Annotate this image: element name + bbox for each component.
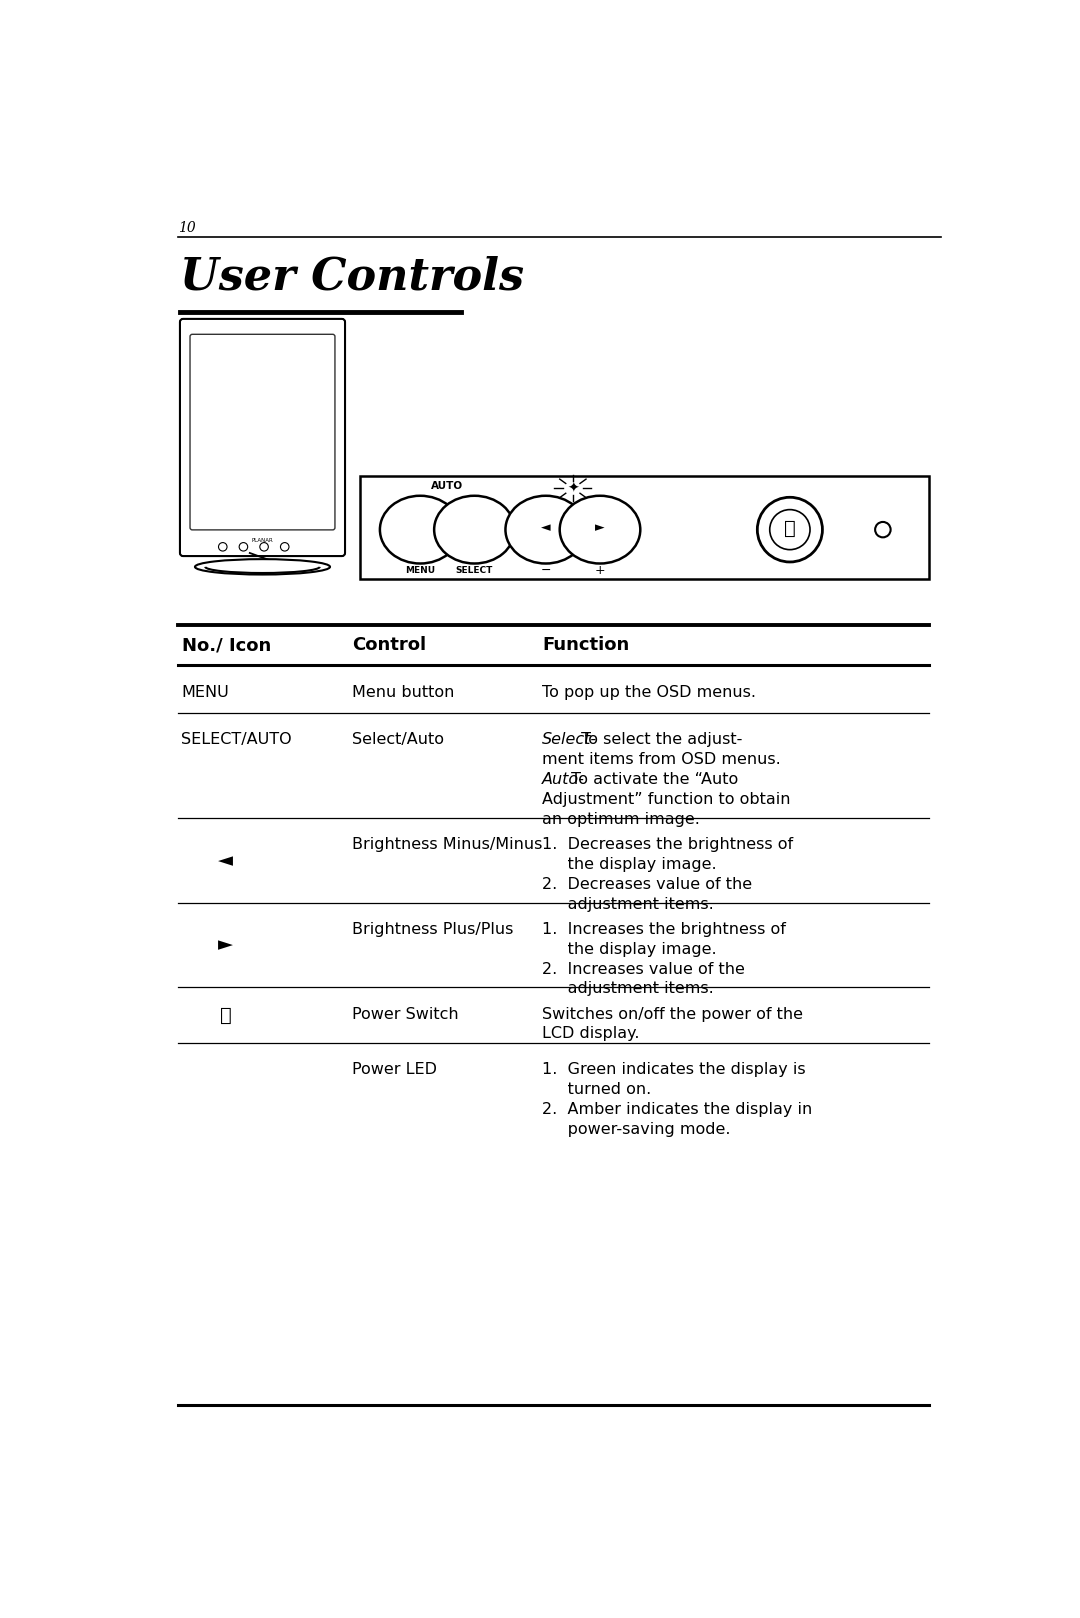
Text: No./ Icon: No./ Icon bbox=[181, 636, 271, 654]
Ellipse shape bbox=[195, 560, 330, 574]
Text: +: + bbox=[595, 565, 605, 578]
Text: To pop up the OSD menus.: To pop up the OSD menus. bbox=[542, 684, 756, 699]
Text: User Controls: User Controls bbox=[180, 256, 524, 299]
Text: ►: ► bbox=[595, 521, 605, 534]
Text: Brightness Minus/Minus: Brightness Minus/Minus bbox=[352, 837, 542, 853]
Circle shape bbox=[875, 523, 891, 537]
Text: the display image.: the display image. bbox=[542, 858, 716, 872]
Text: ►: ► bbox=[218, 935, 233, 955]
Text: adjustment items.: adjustment items. bbox=[542, 896, 714, 911]
Ellipse shape bbox=[559, 495, 640, 563]
Text: adjustment items.: adjustment items. bbox=[542, 982, 714, 997]
Text: To activate the “Auto: To activate the “Auto bbox=[566, 772, 738, 786]
Text: ⏻: ⏻ bbox=[220, 1005, 231, 1024]
Text: power-saving mode.: power-saving mode. bbox=[542, 1121, 730, 1136]
Text: 2.  Amber indicates the display in: 2. Amber indicates the display in bbox=[542, 1102, 812, 1116]
Ellipse shape bbox=[505, 495, 586, 563]
Circle shape bbox=[770, 510, 810, 550]
Text: −: − bbox=[540, 565, 551, 578]
Text: Menu button: Menu button bbox=[352, 684, 455, 699]
Text: Power Switch: Power Switch bbox=[352, 1006, 459, 1021]
Text: ⏻: ⏻ bbox=[784, 519, 796, 539]
Text: Brightness Plus/Plus: Brightness Plus/Plus bbox=[352, 922, 513, 937]
FancyBboxPatch shape bbox=[180, 319, 345, 557]
Text: Auto-: Auto- bbox=[542, 772, 584, 786]
Text: 1.  Green indicates the display is: 1. Green indicates the display is bbox=[542, 1061, 806, 1078]
Text: MENU: MENU bbox=[405, 566, 435, 576]
Text: 10: 10 bbox=[177, 222, 195, 235]
Text: Power LED: Power LED bbox=[352, 1061, 437, 1078]
Text: ◄: ◄ bbox=[541, 521, 551, 534]
Text: AUTO: AUTO bbox=[431, 481, 463, 492]
Text: MENU: MENU bbox=[181, 684, 229, 699]
Text: LCD display.: LCD display. bbox=[542, 1026, 639, 1042]
Text: ment items from OSD menus.: ment items from OSD menus. bbox=[542, 752, 781, 767]
Ellipse shape bbox=[434, 495, 515, 563]
Text: Control: Control bbox=[352, 636, 427, 654]
Circle shape bbox=[260, 542, 268, 552]
Text: Adjustment” function to obtain: Adjustment” function to obtain bbox=[542, 791, 791, 807]
Text: 2.  Decreases value of the: 2. Decreases value of the bbox=[542, 877, 752, 892]
Circle shape bbox=[281, 542, 289, 552]
Circle shape bbox=[757, 497, 823, 561]
Circle shape bbox=[239, 542, 247, 552]
Text: an optimum image.: an optimum image. bbox=[542, 812, 700, 827]
Text: To select the adjust-: To select the adjust- bbox=[576, 733, 742, 748]
Circle shape bbox=[218, 542, 227, 552]
FancyBboxPatch shape bbox=[190, 335, 335, 529]
Text: the display image.: the display image. bbox=[542, 942, 716, 956]
Text: ◄: ◄ bbox=[218, 851, 233, 870]
Text: Switches on/off the power of the: Switches on/off the power of the bbox=[542, 1006, 802, 1021]
Text: turned on.: turned on. bbox=[542, 1082, 651, 1097]
Text: 2.  Increases value of the: 2. Increases value of the bbox=[542, 961, 745, 977]
Text: 1.  Increases the brightness of: 1. Increases the brightness of bbox=[542, 922, 786, 937]
Text: SELECT/AUTO: SELECT/AUTO bbox=[181, 733, 292, 748]
FancyBboxPatch shape bbox=[360, 476, 930, 579]
Text: Select/Auto: Select/Auto bbox=[352, 733, 444, 748]
Text: 1.  Decreases the brightness of: 1. Decreases the brightness of bbox=[542, 837, 793, 853]
Text: SELECT: SELECT bbox=[456, 566, 494, 576]
Text: Select-: Select- bbox=[542, 733, 597, 748]
Text: ✦: ✦ bbox=[567, 482, 579, 495]
Ellipse shape bbox=[380, 495, 460, 563]
Text: Function: Function bbox=[542, 636, 630, 654]
Text: PLANAR: PLANAR bbox=[252, 539, 273, 544]
